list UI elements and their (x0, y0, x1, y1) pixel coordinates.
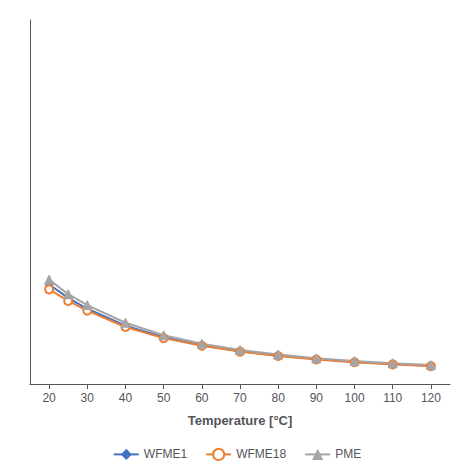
svg-text:WFME1: WFME1 (144, 447, 188, 461)
svg-text:80: 80 (272, 391, 286, 405)
svg-text:30: 30 (81, 391, 95, 405)
svg-text:WFME18: WFME18 (236, 447, 286, 461)
svg-text:50: 50 (157, 391, 171, 405)
svg-text:60: 60 (195, 391, 209, 405)
svg-text:PME: PME (335, 447, 361, 461)
svg-text:90: 90 (310, 391, 324, 405)
svg-text:40: 40 (119, 391, 133, 405)
svg-text:Temperature [°C]: Temperature [°C] (188, 413, 293, 428)
svg-text:20: 20 (42, 391, 56, 405)
svg-text:70: 70 (233, 391, 247, 405)
svg-text:110: 110 (383, 391, 402, 405)
svg-text:120: 120 (421, 391, 441, 405)
svg-text:100: 100 (345, 391, 365, 405)
